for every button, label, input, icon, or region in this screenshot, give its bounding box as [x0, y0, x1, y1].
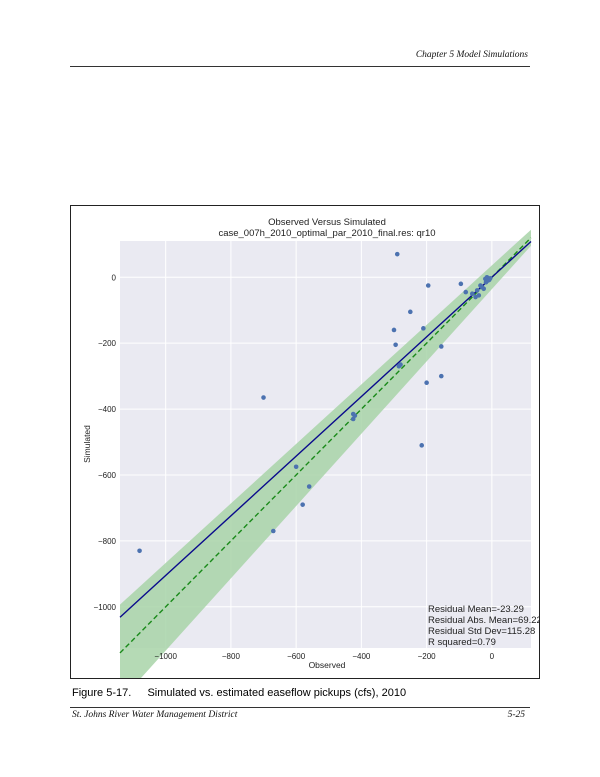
y-tick-label: −200	[98, 339, 117, 348]
reference-lines	[119, 237, 532, 654]
y-tick-label: −400	[98, 405, 117, 414]
data-point	[419, 443, 425, 448]
one-to-one-line	[119, 237, 532, 654]
data-point	[474, 288, 480, 293]
data-point	[425, 283, 431, 288]
stat-r-squared: R squared=0.79	[428, 637, 496, 648]
data-point	[391, 327, 397, 333]
confidence-band-area	[120, 229, 531, 678]
data-point	[438, 344, 444, 349]
data-point	[137, 548, 142, 554]
x-axis-label: Observed	[309, 660, 346, 670]
x-tick-label: −800	[222, 652, 241, 661]
data-point	[394, 251, 400, 257]
data-points	[137, 251, 493, 554]
data-point	[481, 286, 487, 292]
data-point	[271, 528, 276, 534]
data-point	[300, 502, 305, 507]
chart-subtitle: case_007h_2010_optimal_par_2010_final.re…	[218, 228, 435, 239]
data-point	[398, 362, 403, 367]
stat-residual-abs-mean: Residual Abs. Mean=69.22	[428, 615, 539, 626]
figure-caption: Figure 5-17. Simulated vs. estimated eas…	[72, 687, 406, 699]
x-tick-label: −200	[418, 652, 437, 661]
page-header: Chapter 5 Model Simulations	[415, 50, 528, 60]
confidence-band	[120, 229, 531, 678]
data-point	[463, 289, 469, 295]
data-point	[476, 293, 482, 298]
data-point	[438, 373, 444, 379]
y-tick-label: 0	[112, 273, 117, 282]
caption-label: Figure 5-17.	[72, 687, 132, 699]
x-tick-label: −1000	[154, 652, 177, 661]
footer-page-number: 5-25	[507, 710, 525, 720]
stat-residual-mean: Residual Mean=-23.29	[428, 604, 524, 615]
y-tick-label: −800	[98, 537, 117, 546]
header-rule	[70, 66, 530, 67]
fit-line	[119, 240, 532, 618]
scatter-chart: Observed Versus Simulated case_007h_2010…	[82, 217, 539, 678]
stats-box: Residual Mean=-23.29 Residual Abs. Mean=…	[428, 604, 539, 648]
data-point	[469, 291, 475, 297]
y-axis-label: Simulated	[82, 425, 92, 463]
y-tick-labels: −1000 −800 −600 −400 −200 0	[94, 273, 117, 612]
stat-residual-std-dev: Residual Std Dev=115.28	[428, 626, 535, 637]
x-tick-labels: −1000 −800 −600 −400 −200 0	[154, 652, 494, 661]
x-tick-label: −600	[287, 652, 306, 661]
x-tick-label: 0	[490, 652, 495, 661]
x-tick-label: −400	[352, 652, 371, 661]
data-point	[352, 413, 358, 418]
data-point	[408, 309, 413, 315]
figure-frame: Observed Versus Simulated case_007h_2010…	[70, 205, 540, 679]
caption-text: Simulated vs. estimated easeflow pickups…	[147, 687, 407, 699]
data-point	[458, 281, 464, 287]
data-point	[421, 326, 426, 331]
data-point	[261, 395, 266, 400]
footer-rule	[70, 707, 530, 708]
data-point	[293, 464, 299, 470]
data-point	[306, 484, 312, 489]
y-tick-label: −1000	[94, 603, 117, 612]
chart-title: Observed Versus Simulated	[268, 217, 386, 228]
data-point	[393, 342, 398, 348]
data-point	[424, 380, 429, 386]
y-tick-label: −600	[98, 471, 117, 480]
footer-org: St. Johns River Water Management Distric…	[72, 710, 238, 720]
data-point	[487, 275, 493, 281]
